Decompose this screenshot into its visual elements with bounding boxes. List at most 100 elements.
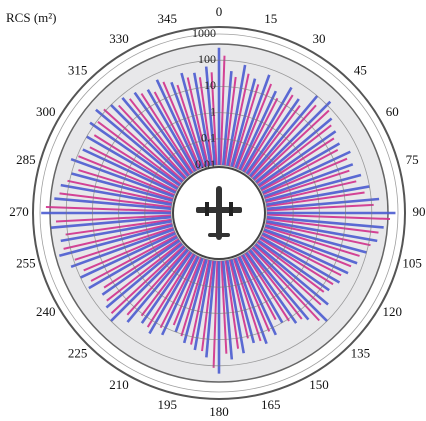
grid-circle bbox=[65, 59, 373, 367]
rcs-spike bbox=[70, 228, 175, 269]
rcs-spike bbox=[245, 98, 300, 175]
grid-circle bbox=[170, 164, 268, 262]
rcs-spike bbox=[65, 218, 172, 236]
rcs-spike bbox=[251, 247, 320, 322]
rcs-spike bbox=[160, 255, 200, 336]
rcs-spike bbox=[170, 81, 204, 169]
rcs-spike bbox=[45, 205, 172, 213]
rcs-spike bbox=[90, 234, 178, 282]
theta-tick-label: 60 bbox=[386, 104, 399, 119]
rcs-spike bbox=[180, 72, 208, 167]
rcs-spike bbox=[236, 256, 271, 332]
rcs-spike bbox=[253, 109, 330, 181]
rcs-spike bbox=[172, 257, 202, 326]
grid-circle bbox=[39, 33, 399, 393]
rcs-spike bbox=[221, 260, 234, 360]
rcs-spike bbox=[254, 117, 333, 184]
rcs-spike bbox=[220, 260, 228, 354]
r-tick-label: 10 bbox=[204, 78, 216, 92]
theta-tick-label: 15 bbox=[264, 11, 277, 26]
rcs-spike bbox=[264, 169, 350, 200]
rcs-spike bbox=[241, 86, 293, 173]
rcs-spike bbox=[266, 213, 391, 220]
rcs-spike bbox=[60, 183, 172, 206]
rcs-spike bbox=[266, 191, 365, 208]
rcs-spike bbox=[182, 259, 208, 344]
theta-tick-label: 105 bbox=[402, 256, 422, 271]
rcs-spike bbox=[88, 235, 179, 290]
theta-tick-label: 270 bbox=[9, 204, 29, 219]
theta-tick-label: 195 bbox=[157, 397, 177, 412]
theta-tick-label: 30 bbox=[313, 31, 326, 46]
rcs-spike bbox=[58, 224, 173, 258]
rcs-spike bbox=[140, 251, 193, 324]
theta-tick-label: 135 bbox=[351, 345, 371, 360]
rcs-spike bbox=[238, 90, 278, 171]
rcs-spike bbox=[230, 259, 256, 344]
rcs-spike bbox=[95, 108, 184, 184]
rcs-spike bbox=[176, 84, 206, 168]
theta-tick-label: 75 bbox=[406, 152, 419, 167]
rcs-spike bbox=[204, 66, 217, 166]
theta-tick-label: 345 bbox=[157, 11, 177, 26]
rcs-spike bbox=[146, 253, 195, 328]
rcs-spike bbox=[266, 215, 384, 229]
rcs-spike bbox=[105, 242, 184, 309]
r-tick-label: 100 bbox=[198, 52, 216, 66]
r-tick-label: 0.1 bbox=[201, 131, 216, 145]
rcs-spike bbox=[250, 104, 317, 178]
rcs-spike bbox=[89, 121, 181, 187]
theta-tick-label: 180 bbox=[209, 404, 229, 419]
theta-tick-label: 255 bbox=[16, 256, 36, 271]
grid-circle bbox=[118, 112, 320, 314]
rcs-spike bbox=[265, 173, 362, 202]
rcs-spike bbox=[224, 260, 240, 349]
rcs-spike bbox=[266, 217, 379, 234]
rcs-spike bbox=[265, 222, 371, 247]
rcs-spike bbox=[155, 79, 200, 171]
rcs-spike bbox=[103, 108, 184, 182]
theta-tick-label: 225 bbox=[68, 345, 88, 360]
rcs-spike bbox=[174, 257, 204, 333]
rcs-spike bbox=[140, 250, 191, 317]
rcs-spike bbox=[78, 155, 175, 196]
rcs-spike bbox=[248, 248, 310, 321]
rcs-spike bbox=[67, 179, 173, 204]
rcs-spike bbox=[60, 220, 172, 243]
rcs-spike bbox=[223, 76, 237, 166]
rcs-spike bbox=[133, 91, 193, 175]
theta-tick-label: 285 bbox=[16, 152, 36, 167]
rcs-spike bbox=[118, 104, 187, 179]
rcs-spike bbox=[190, 259, 210, 345]
theta-tick-label: 210 bbox=[109, 377, 129, 392]
rcs-spike bbox=[70, 157, 175, 198]
rcs-spike bbox=[159, 255, 199, 329]
rcs-spike bbox=[266, 220, 378, 243]
rcs-spike bbox=[74, 226, 174, 261]
rcs-spike bbox=[153, 91, 198, 172]
rcs-spike bbox=[219, 55, 226, 166]
rcs-spike bbox=[78, 169, 174, 200]
rcs-spike bbox=[54, 197, 172, 211]
rcs-spike bbox=[148, 253, 197, 335]
rcs-spike bbox=[234, 257, 268, 345]
rcs-spike bbox=[259, 142, 341, 191]
rcs-spike bbox=[236, 83, 273, 169]
rcs-spike bbox=[247, 250, 303, 320]
rcs-spike bbox=[228, 259, 249, 339]
rcs-spike bbox=[226, 64, 247, 166]
rcs-spike bbox=[212, 260, 219, 368]
rcs-spike bbox=[186, 77, 210, 167]
rcs-spike bbox=[59, 192, 172, 209]
theta-tick-label: 90 bbox=[413, 204, 426, 219]
rcs-spike bbox=[264, 226, 360, 257]
rcs-spike bbox=[261, 150, 351, 194]
rcs-spike bbox=[260, 148, 339, 192]
rcs-spike bbox=[128, 98, 191, 176]
rcs-spike bbox=[210, 72, 218, 166]
r-tick-label: 1 bbox=[210, 104, 216, 118]
theta-tick-label: 0 bbox=[216, 4, 223, 19]
r-tick-label: 1000 bbox=[192, 26, 216, 40]
rcs-spike bbox=[239, 97, 279, 171]
rcs-spike bbox=[243, 94, 294, 173]
